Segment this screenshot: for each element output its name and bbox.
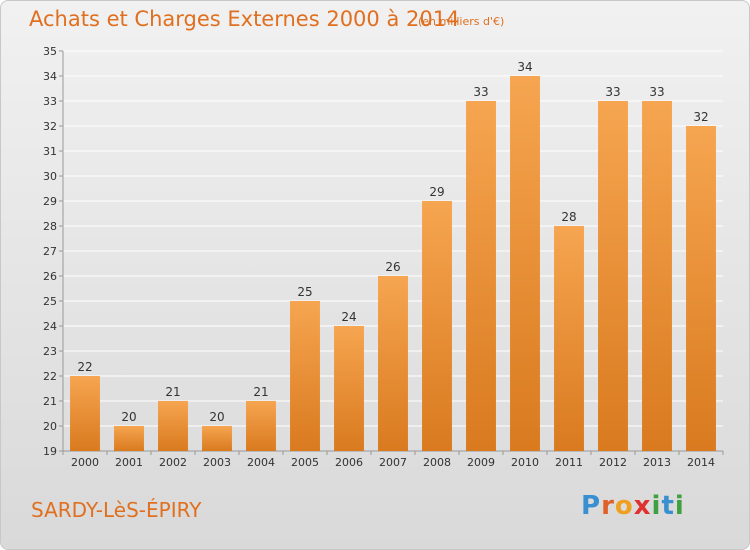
bar <box>686 126 716 451</box>
data-label: 34 <box>517 60 532 74</box>
x-tick-label: 2001 <box>115 456 143 469</box>
x-tick-label: 2009 <box>467 456 495 469</box>
x-tick-label: 2013 <box>643 456 671 469</box>
logo-letter: r <box>601 491 615 521</box>
y-tick-label: 22 <box>43 370 57 383</box>
x-tick-label: 2004 <box>247 456 275 469</box>
y-tick-label: 28 <box>43 220 57 233</box>
x-tick-label: 2012 <box>599 456 627 469</box>
x-tick-label: 2003 <box>203 456 231 469</box>
bar <box>642 101 672 451</box>
logo-letter: P <box>581 491 602 521</box>
logo-letter: i <box>674 491 685 521</box>
data-label: 33 <box>649 85 664 99</box>
y-tick-label: 29 <box>43 195 57 208</box>
y-tick-label: 21 <box>43 395 57 408</box>
bar <box>554 226 584 451</box>
bar <box>290 301 320 451</box>
y-tick-label: 35 <box>43 45 57 58</box>
logo-letter: i <box>651 491 662 521</box>
y-tick-label: 26 <box>43 270 57 283</box>
bar <box>114 426 144 451</box>
x-tick-label: 2006 <box>335 456 363 469</box>
data-label: 25 <box>297 285 312 299</box>
bar <box>202 426 232 451</box>
x-tick-label: 2005 <box>291 456 319 469</box>
x-tick-label: 2010 <box>511 456 539 469</box>
chart-title: Achats et Charges Externes 2000 à 2014 <box>29 7 460 31</box>
data-label: 33 <box>605 85 620 99</box>
y-tick-label: 23 <box>43 345 57 358</box>
x-tick-label: 2014 <box>687 456 715 469</box>
data-label: 20 <box>209 410 224 424</box>
data-label: 21 <box>253 385 268 399</box>
logo-letter: o <box>614 491 634 521</box>
data-label: 26 <box>385 260 400 274</box>
bar <box>378 276 408 451</box>
x-tick-label: 2011 <box>555 456 583 469</box>
x-tick-label: 2000 <box>71 456 99 469</box>
data-label: 32 <box>693 110 708 124</box>
bar <box>246 401 276 451</box>
data-label: 22 <box>77 360 92 374</box>
y-tick-label: 31 <box>43 145 57 158</box>
x-tick-label: 2002 <box>159 456 187 469</box>
logo-letter: x <box>633 491 652 521</box>
bar <box>510 76 540 451</box>
bar <box>422 201 452 451</box>
logo-letter: t <box>661 491 675 521</box>
x-tick-label: 2007 <box>379 456 407 469</box>
y-tick-label: 19 <box>43 445 57 458</box>
proxiti-logo[interactable]: Proxiti <box>581 491 685 521</box>
data-label: 28 <box>561 210 576 224</box>
chart-subtitle: (en milliers d'€) <box>418 15 505 28</box>
data-label: 33 <box>473 85 488 99</box>
commune-name: SARDY-LèS-ÉPIRY <box>31 498 202 522</box>
data-label: 24 <box>341 310 356 324</box>
y-tick-label: 27 <box>43 245 57 258</box>
y-tick-label: 34 <box>43 70 57 83</box>
y-tick-label: 30 <box>43 170 57 183</box>
bar <box>334 326 364 451</box>
bar <box>466 101 496 451</box>
data-label: 29 <box>429 185 444 199</box>
y-tick-label: 32 <box>43 120 57 133</box>
y-tick-label: 25 <box>43 295 57 308</box>
data-label: 20 <box>121 410 136 424</box>
y-tick-label: 20 <box>43 420 57 433</box>
data-label: 21 <box>165 385 180 399</box>
bar <box>598 101 628 451</box>
x-tick-label: 2008 <box>423 456 451 469</box>
bar <box>158 401 188 451</box>
bar <box>70 376 100 451</box>
y-tick-label: 33 <box>43 95 57 108</box>
y-tick-label: 24 <box>43 320 57 333</box>
